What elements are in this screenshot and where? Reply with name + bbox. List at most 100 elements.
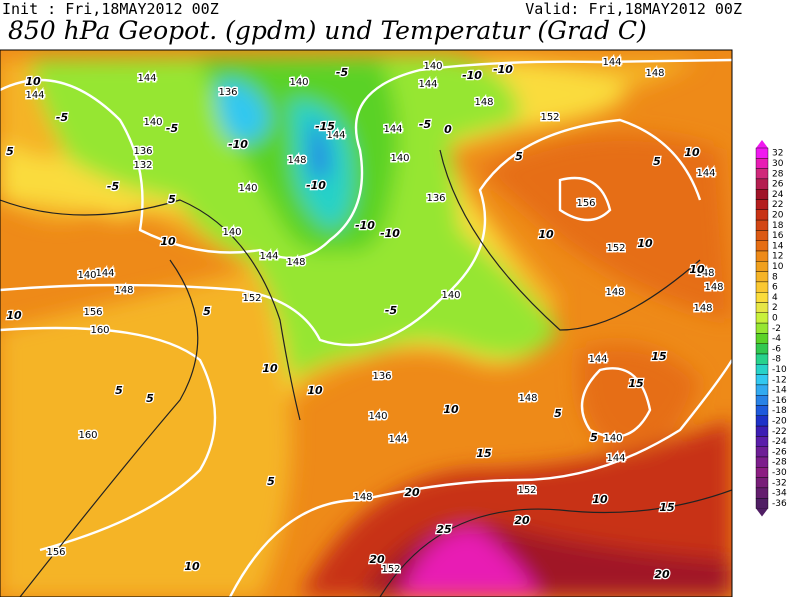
temperature-label: 5 bbox=[115, 384, 123, 397]
temperature-label: 10 bbox=[538, 228, 554, 241]
temperature-label: -5 bbox=[107, 180, 120, 193]
colorbar-swatch bbox=[755, 467, 769, 478]
colorbar-label: -16 bbox=[772, 396, 787, 406]
geopotential-label: 144 bbox=[137, 73, 156, 84]
colorbar-swatch bbox=[755, 230, 769, 241]
colorbar-label: 8 bbox=[772, 272, 778, 282]
colorbar-label: 6 bbox=[772, 283, 778, 293]
colorbar-label: 14 bbox=[772, 241, 784, 251]
geopotential-label: 148 bbox=[704, 282, 723, 293]
geopotential-label: 160 bbox=[90, 325, 109, 336]
colorbar-label: 28 bbox=[772, 169, 784, 179]
geopotential-label: 148 bbox=[605, 287, 624, 298]
geopotential-label: 148 bbox=[114, 285, 133, 296]
colorbar-label: -14 bbox=[772, 386, 787, 396]
colorbar-swatch bbox=[755, 343, 769, 355]
colorbar-swatch bbox=[755, 405, 769, 417]
temperature-label: -5 bbox=[419, 118, 432, 131]
colorbar-label: -22 bbox=[772, 427, 787, 437]
temperature-label: 15 bbox=[628, 377, 644, 390]
temperature-contours bbox=[0, 149, 732, 597]
colorbar-swatch bbox=[755, 271, 769, 283]
colorbar-swatch bbox=[755, 364, 769, 375]
colorbar-label: -8 bbox=[772, 355, 781, 365]
temperature-label: 10 bbox=[6, 309, 22, 322]
temperature-label: 5 bbox=[168, 193, 176, 206]
geopotential-label: 140 bbox=[289, 77, 308, 88]
temperature-label: -15 bbox=[315, 120, 335, 133]
temperature-label: 5 bbox=[590, 431, 598, 444]
colorbar-swatch bbox=[755, 219, 769, 231]
colorbar-label: 30 bbox=[772, 159, 784, 169]
geopotential-label: 144 bbox=[383, 124, 402, 135]
colorbar-swatch bbox=[755, 147, 769, 159]
geopotential-label: 140 bbox=[423, 61, 442, 72]
geopotential-label: 136 bbox=[372, 371, 391, 382]
colorbar-swatch bbox=[755, 199, 769, 211]
geopotential-label: 140 bbox=[222, 227, 241, 238]
colorbar-label: 20 bbox=[772, 210, 784, 220]
colorbar-label: -12 bbox=[772, 375, 787, 385]
map-frame bbox=[0, 49, 733, 597]
colorbar-label: -26 bbox=[772, 447, 787, 457]
temperature-label: 10 bbox=[637, 237, 653, 250]
colorbar-label: 4 bbox=[772, 293, 778, 303]
colorbar-swatch bbox=[755, 281, 769, 293]
temperature-label: -5 bbox=[385, 304, 398, 317]
colorbar-swatch bbox=[755, 374, 769, 386]
temperature-label: -10 bbox=[462, 69, 482, 82]
colorbar-label: -32 bbox=[772, 478, 787, 488]
temperature-label: 25 bbox=[436, 523, 452, 536]
colorbar-label: -30 bbox=[772, 468, 787, 478]
geopotential-label: 144 bbox=[696, 168, 715, 179]
geopotential-label: 148 bbox=[645, 68, 664, 79]
geopotential-label: 140 bbox=[143, 117, 162, 128]
colorbar-swatch bbox=[755, 312, 769, 324]
colorbar-label: 18 bbox=[772, 221, 784, 231]
geopotential-label: 144 bbox=[326, 130, 345, 141]
colorbar-swatch bbox=[755, 477, 769, 489]
temperature-label: 10 bbox=[25, 75, 41, 88]
temperature-label: 10 bbox=[184, 560, 200, 573]
colorbar-label: 0 bbox=[772, 313, 778, 323]
geopotential-label: 144 bbox=[95, 268, 114, 279]
temperature-label: 10 bbox=[262, 362, 278, 375]
colorbar-swatch bbox=[755, 425, 769, 437]
colorbar-label: -6 bbox=[772, 344, 781, 354]
colorbar-label: -4 bbox=[772, 334, 781, 344]
geopotential-label: 152 bbox=[381, 564, 400, 575]
temperature-label: -10 bbox=[380, 227, 400, 240]
geopotential-label: 152 bbox=[242, 293, 261, 304]
temperature-label: 0 bbox=[444, 123, 452, 136]
colorbar-swatch bbox=[755, 498, 769, 509]
colorbar-swatch bbox=[755, 384, 769, 396]
temperature-field bbox=[0, 50, 732, 597]
geopotential-label: 156 bbox=[83, 307, 102, 318]
temperature-label: 15 bbox=[659, 501, 675, 514]
temperature-label: -5 bbox=[336, 66, 349, 79]
temperature-label: 15 bbox=[651, 350, 667, 363]
temperature-label: -10 bbox=[228, 138, 248, 151]
geopotential-label: 156 bbox=[46, 547, 65, 558]
colorbar-swatch bbox=[755, 158, 769, 169]
colorbar-swatch bbox=[755, 178, 769, 190]
colorbar-label: -34 bbox=[772, 489, 787, 499]
geopotential-label: 144 bbox=[602, 57, 621, 68]
temperature-label: 10 bbox=[689, 263, 705, 276]
colorbar-label: 32 bbox=[772, 149, 783, 159]
temperature-label: 5 bbox=[6, 145, 14, 158]
colorbar-label: -2 bbox=[772, 324, 781, 334]
colorbar-swatch bbox=[755, 292, 769, 303]
colorbar-swatch bbox=[755, 446, 769, 458]
temperature-label: -10 bbox=[355, 219, 375, 232]
geopotential-label: 140 bbox=[390, 153, 409, 164]
colorbar-label: -20 bbox=[772, 416, 787, 426]
geopotential-label: 136 bbox=[218, 87, 237, 98]
geopotential-label: 140 bbox=[368, 411, 387, 422]
temperature-label: 20 bbox=[369, 553, 385, 566]
colorbar-label: 22 bbox=[772, 200, 783, 210]
geopotential-label: 148 bbox=[474, 97, 493, 108]
valid-time: Valid: Fri,18MAY2012 00Z bbox=[525, 0, 742, 18]
colorbar-label: 24 bbox=[772, 190, 784, 200]
